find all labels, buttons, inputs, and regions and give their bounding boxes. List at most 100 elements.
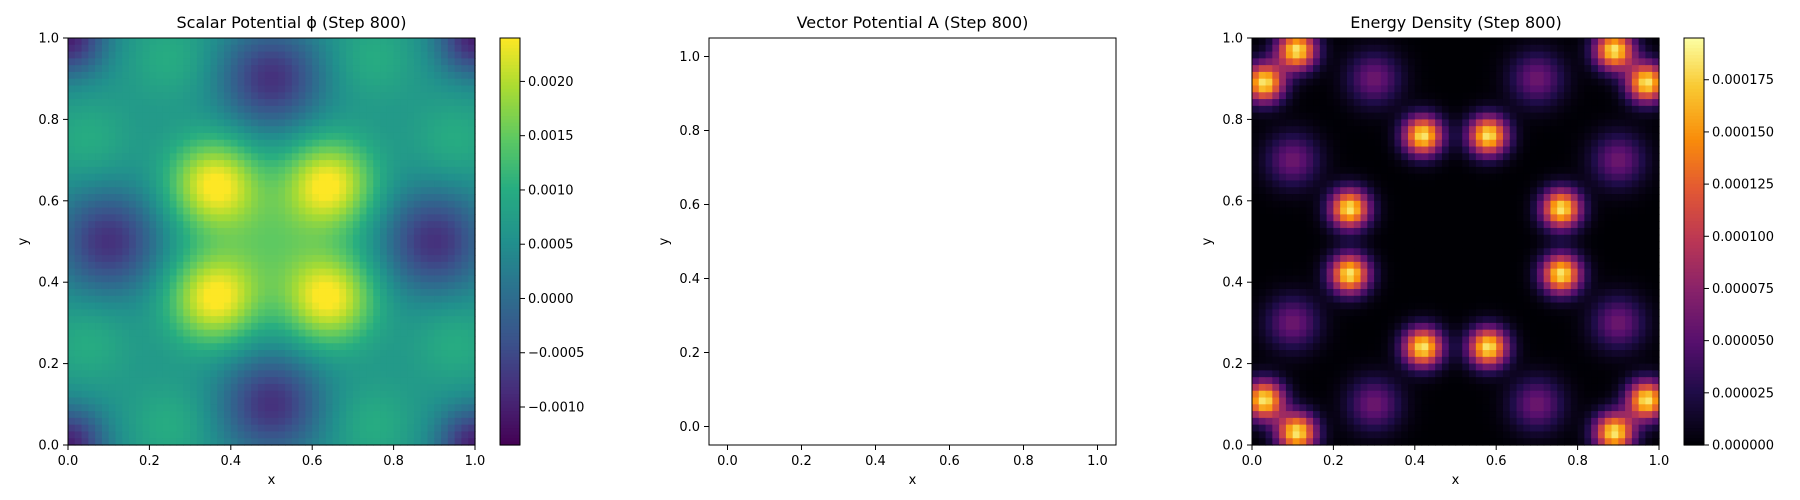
- scalar-cell: [224, 38, 232, 46]
- scalar-cell: [156, 58, 164, 66]
- scalar-cell: [468, 234, 476, 243]
- scalar-cell: [291, 431, 300, 439]
- scalar-cell: [244, 200, 252, 209]
- scalar-cell: [373, 336, 381, 344]
- energy-cell: [1319, 44, 1328, 53]
- scalar-cell: [271, 316, 279, 324]
- scalar-cell: [101, 397, 110, 405]
- scalar-cell: [318, 173, 327, 182]
- energy-cell: [1279, 255, 1287, 263]
- scalar-cell: [332, 99, 340, 107]
- scalar-cell: [217, 78, 225, 87]
- scalar-cell: [407, 329, 415, 338]
- scalar-cell: [230, 241, 239, 249]
- scalar-cell: [129, 173, 137, 182]
- scalar-cell: [441, 329, 449, 338]
- scalar-cell: [169, 268, 178, 277]
- scalar-cell: [346, 336, 354, 344]
- scalar-cell: [407, 160, 415, 168]
- scalar-cell: [108, 404, 117, 412]
- scalar-cell: [318, 288, 327, 297]
- scalar-cell: [352, 71, 361, 80]
- scalar-cell: [142, 105, 150, 114]
- scalar-cell: [352, 173, 361, 182]
- energy-cell: [1326, 221, 1334, 229]
- scalar-cell: [230, 187, 239, 195]
- energy-cell: [1252, 221, 1260, 229]
- scalar-cell: [325, 44, 334, 53]
- scalar-cell: [454, 302, 463, 310]
- scalar-cell: [352, 227, 361, 236]
- scalar-cell: [427, 200, 435, 209]
- scalar-cell: [129, 146, 137, 154]
- scalar-cell: [210, 404, 218, 412]
- scalar-cell: [149, 44, 157, 53]
- scalar-cell: [271, 139, 279, 148]
- axes-frame-scalar: [67, 37, 476, 446]
- energy-cell: [1252, 51, 1260, 59]
- scalar-cell: [468, 200, 476, 209]
- scalar-cell: [122, 316, 130, 324]
- scalar-cell: [271, 153, 279, 161]
- scalar-cell: [447, 187, 456, 195]
- scalar-cell: [169, 99, 178, 107]
- scalar-cell: [142, 241, 150, 249]
- energy-cell: [1265, 187, 1273, 195]
- energy-cell: [1367, 38, 1375, 46]
- scalar-cell: [332, 227, 340, 236]
- scalar-cell: [203, 248, 212, 256]
- scalar-cell: [291, 241, 300, 249]
- scalar-cell: [373, 383, 381, 392]
- scalar-cell: [183, 51, 191, 59]
- scalar-cell: [251, 146, 259, 154]
- scalar-cell: [339, 417, 347, 426]
- scalar-colorbar-segment: [500, 214, 520, 219]
- scalar-cell: [183, 268, 191, 277]
- scalar-cell: [373, 390, 381, 399]
- energy-cell: [1353, 363, 1362, 371]
- scalar-cell: [420, 139, 429, 148]
- scalar-cell: [386, 51, 395, 59]
- scalar-cell: [441, 363, 449, 371]
- scalar-cell: [135, 255, 144, 263]
- scalar-cell: [447, 336, 456, 344]
- scalar-cell: [190, 288, 198, 297]
- scalar-cell: [95, 309, 103, 317]
- scalar-cell: [413, 268, 422, 277]
- energy-cell: [1367, 71, 1375, 80]
- scalar-cell: [257, 390, 266, 399]
- energy-cell: [1367, 112, 1375, 120]
- scalar-cell: [441, 295, 449, 304]
- scalar-cell: [230, 38, 239, 46]
- energy-cell: [1285, 187, 1294, 195]
- scalar-cell: [108, 200, 117, 209]
- energy-cell: [1346, 119, 1355, 127]
- scalar-cell: [257, 200, 266, 209]
- scalar-cell: [454, 38, 463, 46]
- scalar-cell: [196, 99, 205, 107]
- scalar-cell: [359, 214, 368, 222]
- scalar-cell: [339, 58, 347, 66]
- scalar-cell: [129, 316, 137, 324]
- energy-cell: [1346, 268, 1355, 277]
- scalar-cell: [237, 194, 245, 202]
- scalar-cell: [413, 112, 422, 120]
- scalar-cell: [176, 160, 184, 168]
- energy-cell: [1346, 282, 1355, 290]
- energy-cell: [1252, 78, 1260, 87]
- scalar-cell: [427, 431, 435, 439]
- scalar-cell: [203, 370, 212, 378]
- energy-cell: [1367, 268, 1375, 277]
- scalar-cell: [278, 404, 286, 412]
- scalar-cell: [264, 99, 273, 107]
- scalar-cell: [68, 275, 76, 283]
- scalar-cell: [454, 200, 463, 209]
- scalar-cell: [264, 241, 273, 249]
- scalar-cell: [169, 78, 178, 87]
- scalar-cell: [237, 383, 245, 392]
- scalar-cell: [318, 85, 327, 93]
- scalar-cell: [81, 288, 89, 297]
- scalar-cell: [318, 139, 327, 148]
- energy-cell: [1360, 309, 1368, 317]
- scalar-cell: [407, 51, 415, 59]
